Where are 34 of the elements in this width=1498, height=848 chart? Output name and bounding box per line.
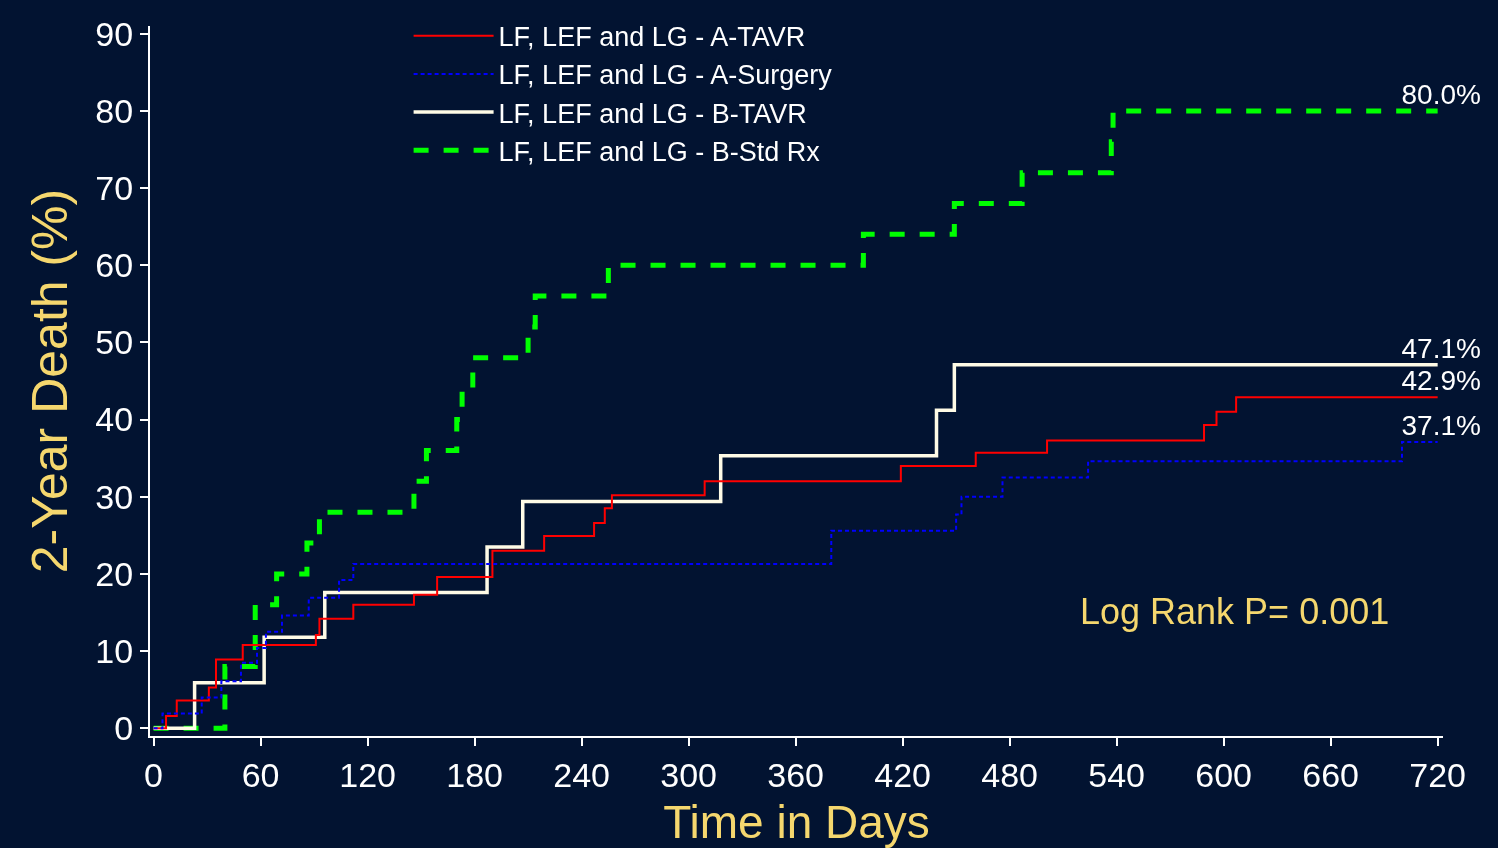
legend-label: LF, LEF and LG - B-TAVR [498, 98, 807, 129]
x-tick-label: 360 [767, 755, 824, 794]
x-axis-title: Time in Days [663, 796, 930, 848]
x-tick-label: 240 [553, 755, 610, 794]
annotation: 42.9% [1401, 365, 1481, 397]
y-tick-label: 70 [95, 168, 134, 207]
annotation: Log Rank P= 0.001 [1080, 591, 1390, 632]
annotation: 80.0% [1401, 78, 1481, 110]
x-tick-label: 720 [1409, 755, 1467, 794]
x-tick-label: 540 [1088, 755, 1145, 794]
annotation: 47.1% [1401, 332, 1481, 364]
x-tick-label: 420 [874, 755, 931, 794]
legend-label: LF, LEF and LG - A-TAVR [498, 22, 806, 53]
legend-label: LF, LEF and LG - A-Surgery [498, 60, 833, 91]
annotation: 37.1% [1401, 409, 1481, 441]
y-tick-label: 0 [114, 709, 134, 748]
y-tick-label: 60 [95, 246, 134, 285]
x-tick-label: 180 [446, 755, 503, 794]
y-tick-label: 80 [95, 91, 134, 130]
x-tick-label: 60 [241, 755, 280, 794]
x-tick-label: 480 [981, 755, 1038, 794]
legend-label: LF, LEF and LG - B-Std Rx [498, 136, 821, 167]
x-tick-label: 300 [660, 755, 717, 794]
x-tick-label: 600 [1195, 755, 1253, 794]
y-tick-label: 20 [95, 554, 134, 593]
x-tick-label: 0 [144, 755, 164, 794]
y-axis-title: 2-Year Death (%) [21, 188, 78, 574]
y-tick-label: 10 [95, 632, 134, 671]
x-tick-label: 120 [339, 755, 396, 794]
y-tick-label: 90 [95, 14, 134, 53]
y-tick-label: 40 [95, 400, 134, 439]
y-tick-label: 50 [95, 323, 134, 362]
y-tick-label: 30 [95, 477, 134, 516]
x-tick-label: 660 [1302, 755, 1360, 794]
